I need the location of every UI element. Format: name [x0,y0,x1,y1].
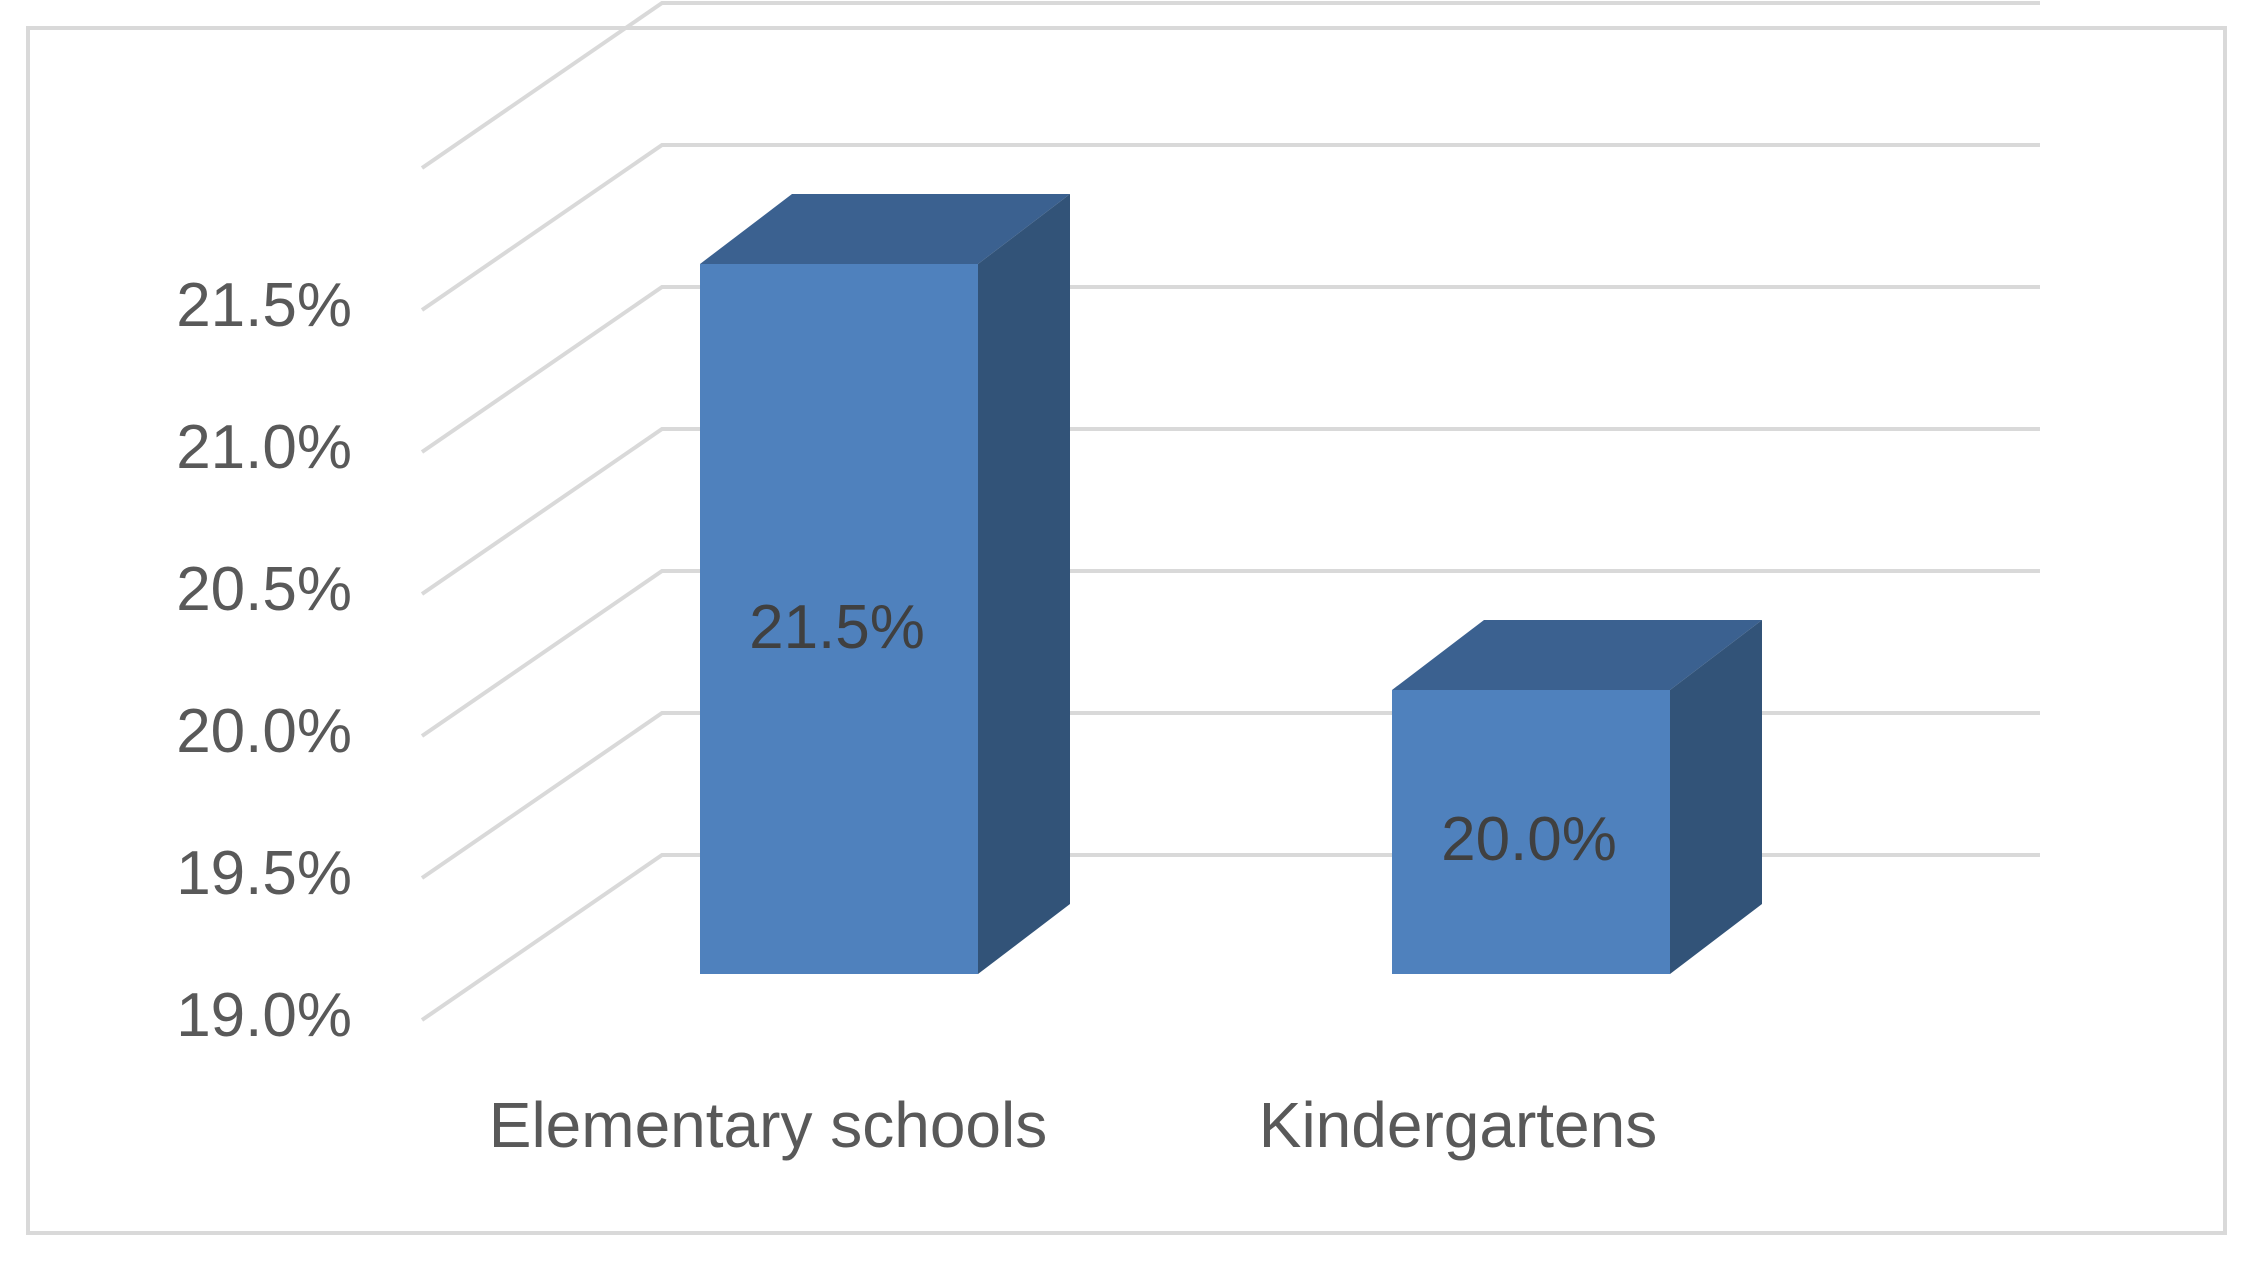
y-tick-label: 19.5% [176,839,352,908]
bar-value-label: 21.5% [749,593,925,662]
bar-top-face [1392,620,1762,690]
x-category-label: Elementary schools [489,1089,1047,1161]
x-axis-category-labels: Elementary schools Kindergartens [489,1089,1657,1161]
bars: 21.5% 20.0% [700,194,1762,974]
gridline [420,285,2040,454]
bar-top-face [700,194,1070,264]
bar: 20.0% [1392,620,1762,974]
gridline [420,1,2040,170]
bar: 21.5% [700,194,1070,974]
gridline [420,569,2040,738]
gridlines [420,1,2040,1022]
bar-side-face [978,194,1070,974]
gridline [420,427,2040,596]
bar-value-label: 20.0% [1441,805,1617,874]
gridline [420,143,2040,312]
chart-frame [26,26,2227,1235]
y-tick-label: 20.0% [176,697,352,766]
x-category-label: Kindergartens [1259,1089,1657,1161]
y-tick-label: 21.0% [176,413,352,482]
y-tick-label: 19.0% [176,981,352,1050]
y-axis-tick-labels: 19.0% 19.5% 20.0% 20.5% 21.0% 21.5% [176,271,352,1050]
bar-front-face [1392,690,1670,974]
y-tick-label: 21.5% [176,271,352,340]
bar-front-face [700,264,978,974]
y-tick-label: 20.5% [176,555,352,624]
bar-side-face [1670,620,1762,974]
